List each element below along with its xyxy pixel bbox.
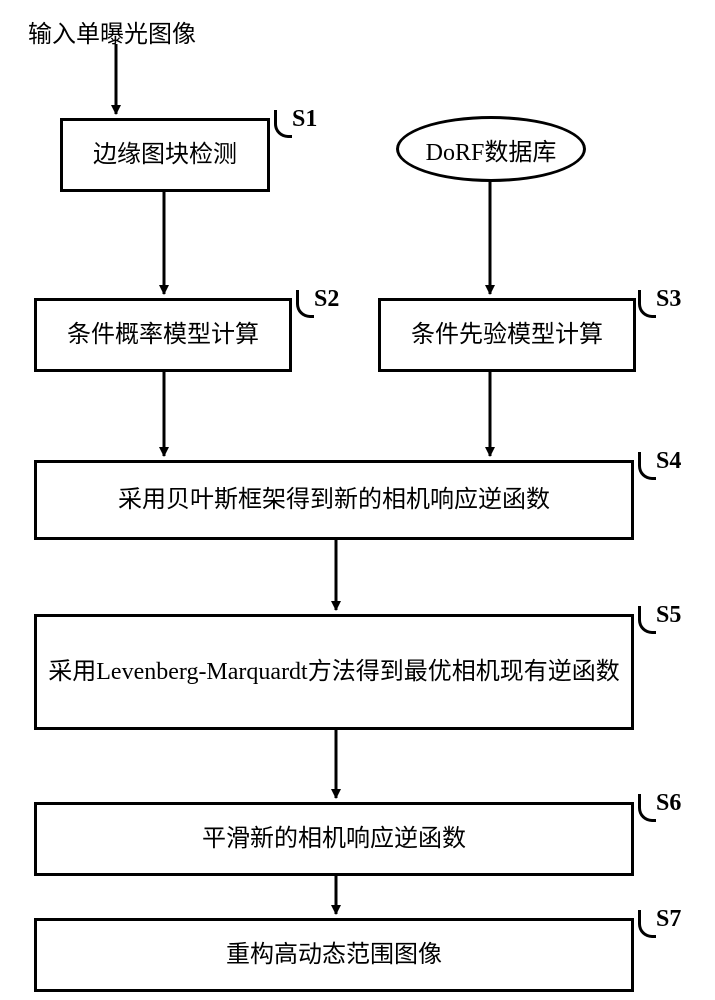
- step-label-s3-text: S3: [656, 286, 681, 312]
- step-label-s1: S1: [292, 106, 317, 133]
- box-s4: 采用贝叶斯框架得到新的相机响应逆函数: [34, 460, 634, 540]
- tick-s7: [638, 910, 656, 938]
- box-s1: 边缘图块检测: [60, 118, 270, 192]
- step-label-s7: S7: [656, 906, 681, 933]
- step-label-s6: S6: [656, 790, 681, 817]
- tick-s1: [274, 110, 292, 138]
- tick-s6: [638, 794, 656, 822]
- tick-s4: [638, 452, 656, 480]
- step-label-s7-text: S7: [656, 906, 681, 932]
- ellipse-dorf-text: DoRF数据库: [426, 132, 557, 167]
- box-s2-text: 条件概率模型计算: [67, 317, 259, 353]
- box-s5-text: 采用Levenberg-Marquardt方法得到最优相机现有逆函数: [48, 654, 619, 690]
- tick-s2: [296, 290, 314, 318]
- input-label-text: 输入单曝光图像: [28, 22, 196, 48]
- box-s1-text: 边缘图块检测: [93, 137, 237, 173]
- input-label: 输入单曝光图像: [28, 14, 196, 49]
- step-label-s5-text: S5: [656, 602, 681, 628]
- box-s6-text: 平滑新的相机响应逆函数: [202, 821, 466, 857]
- ellipse-dorf: DoRF数据库: [396, 116, 586, 182]
- box-s2: 条件概率模型计算: [34, 298, 292, 372]
- step-label-s4-text: S4: [656, 448, 681, 474]
- tick-s3: [638, 290, 656, 318]
- box-s7-text: 重构高动态范围图像: [226, 937, 442, 973]
- step-label-s2: S2: [314, 286, 339, 313]
- box-s6: 平滑新的相机响应逆函数: [34, 802, 634, 876]
- box-s3-text: 条件先验模型计算: [411, 317, 603, 353]
- step-label-s2-text: S2: [314, 286, 339, 312]
- box-s3: 条件先验模型计算: [378, 298, 636, 372]
- box-s7: 重构高动态范围图像: [34, 918, 634, 992]
- tick-s5: [638, 606, 656, 634]
- step-label-s1-text: S1: [292, 106, 317, 132]
- step-label-s6-text: S6: [656, 790, 681, 816]
- step-label-s4: S4: [656, 448, 681, 475]
- step-label-s3: S3: [656, 286, 681, 313]
- box-s4-text: 采用贝叶斯框架得到新的相机响应逆函数: [118, 482, 550, 518]
- flowchart-canvas: 输入单曝光图像 边缘图块检测 S1 DoRF数据库 条件概率模型计算 S2 条件…: [0, 0, 715, 1000]
- step-label-s5: S5: [656, 602, 681, 629]
- box-s5: 采用Levenberg-Marquardt方法得到最优相机现有逆函数: [34, 614, 634, 730]
